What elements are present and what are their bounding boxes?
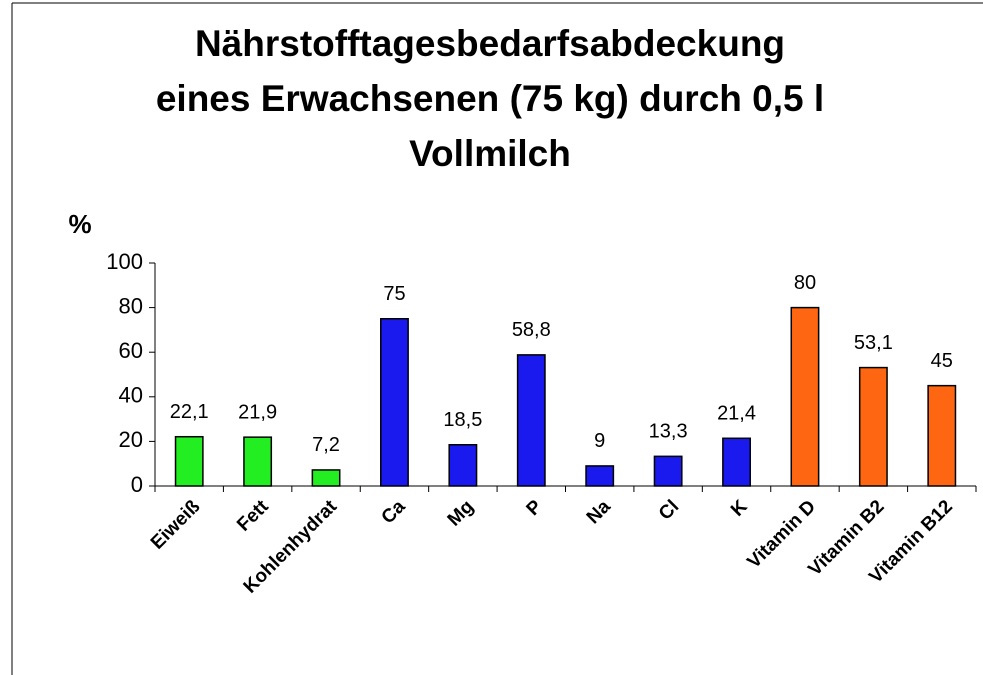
- bar: [585, 465, 615, 487]
- y-tick-label: 0: [131, 472, 143, 497]
- bar: [380, 318, 409, 487]
- chart-title: Vollmilch: [409, 133, 571, 174]
- data-label: 75: [383, 283, 405, 305]
- x-tick-label: K: [727, 496, 752, 521]
- y-tick-label: 80: [119, 293, 143, 318]
- bar: [243, 436, 273, 487]
- bar: [516, 354, 546, 487]
- y-tick-label: 60: [119, 338, 143, 363]
- data-label: 22,1: [170, 401, 209, 423]
- data-label: 13,3: [649, 421, 688, 443]
- y-tick-label: 100: [106, 249, 143, 274]
- data-label: 21,4: [717, 403, 756, 425]
- x-tick-label: Mg: [444, 496, 478, 530]
- y-tick-label: 20: [119, 427, 143, 452]
- bar: [174, 435, 204, 487]
- x-tick-label: Ca: [378, 496, 410, 528]
- chart-title: eines Erwachsenen (75 kg) durch 0,5 l: [156, 78, 824, 119]
- bar: [311, 469, 341, 487]
- data-label: 9: [594, 430, 605, 452]
- chart-title: Nährstofftagesbedarfsabdeckung: [195, 23, 785, 64]
- data-label: 53,1: [854, 332, 893, 354]
- data-label: 18,5: [443, 409, 482, 431]
- bar: [790, 306, 820, 487]
- data-label: 58,8: [512, 319, 551, 341]
- bar: [448, 443, 478, 487]
- x-tick-label: Na: [583, 496, 615, 528]
- x-tick-label: P: [523, 496, 547, 520]
- y-axis-label: %: [68, 209, 91, 239]
- bar: [858, 366, 888, 487]
- data-label: 7,2: [312, 434, 340, 456]
- bar: [927, 384, 957, 487]
- bar: [722, 437, 751, 487]
- x-tick-label: Eiweiß: [147, 496, 205, 554]
- x-tick-label: Fett: [233, 496, 273, 536]
- bar: [653, 455, 683, 487]
- data-label: 45: [931, 350, 953, 372]
- y-tick-label: 40: [119, 383, 143, 408]
- data-label: 21,9: [238, 401, 277, 423]
- data-label: 80: [794, 272, 816, 294]
- x-tick-label: Cl: [655, 496, 683, 524]
